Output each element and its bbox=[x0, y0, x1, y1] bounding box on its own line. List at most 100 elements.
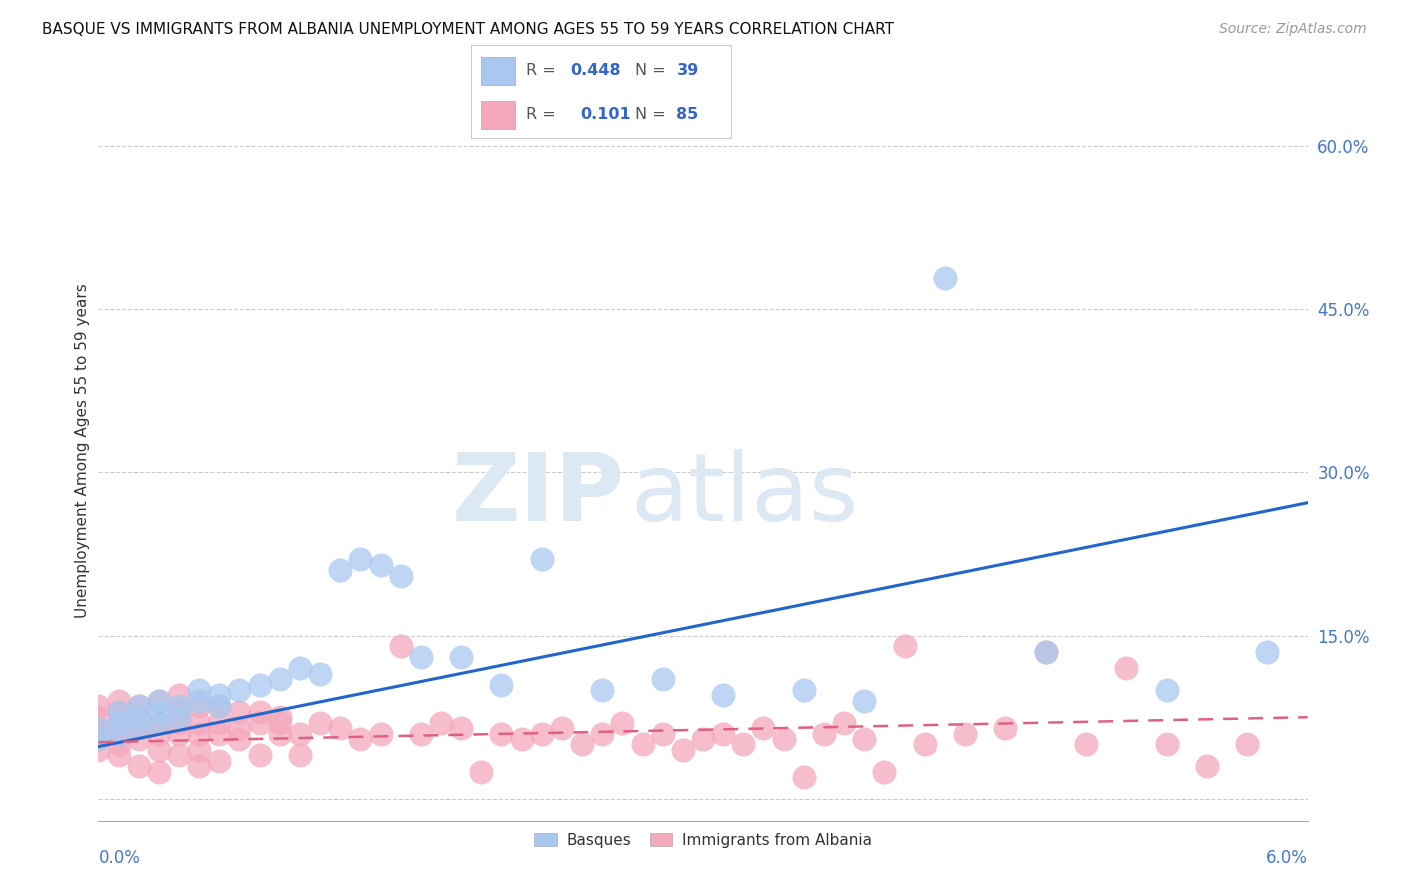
Text: N =: N = bbox=[636, 107, 671, 122]
Text: Source: ZipAtlas.com: Source: ZipAtlas.com bbox=[1219, 22, 1367, 37]
Text: 6.0%: 6.0% bbox=[1265, 849, 1308, 867]
Point bbox=[591, 683, 613, 698]
Point bbox=[87, 699, 110, 714]
Point bbox=[167, 726, 190, 740]
Text: R =: R = bbox=[526, 63, 561, 78]
Point bbox=[188, 726, 211, 740]
Point bbox=[672, 743, 695, 757]
Point bbox=[1035, 645, 1057, 659]
Point bbox=[128, 759, 150, 773]
Point bbox=[309, 666, 332, 681]
Text: 0.448: 0.448 bbox=[569, 63, 620, 78]
Point bbox=[491, 677, 513, 691]
Point bbox=[1035, 645, 1057, 659]
Point bbox=[1074, 738, 1097, 752]
Point bbox=[188, 743, 211, 757]
Point bbox=[208, 699, 231, 714]
Point bbox=[228, 683, 250, 698]
Point bbox=[107, 705, 129, 719]
Point bbox=[450, 650, 472, 665]
Point bbox=[1236, 738, 1258, 752]
Point bbox=[107, 748, 129, 763]
Point bbox=[128, 710, 150, 724]
Point bbox=[853, 731, 876, 746]
Point bbox=[591, 726, 613, 740]
Point bbox=[470, 764, 492, 779]
FancyBboxPatch shape bbox=[481, 57, 515, 85]
Text: 85: 85 bbox=[676, 107, 699, 122]
Point bbox=[873, 764, 896, 779]
Point bbox=[128, 699, 150, 714]
Point bbox=[107, 715, 129, 730]
Point bbox=[409, 726, 432, 740]
Point bbox=[148, 743, 170, 757]
Point bbox=[208, 699, 231, 714]
Point bbox=[87, 731, 110, 746]
Point bbox=[813, 726, 835, 740]
Point bbox=[167, 705, 190, 719]
Point bbox=[491, 726, 513, 740]
Point bbox=[733, 738, 755, 752]
Point bbox=[994, 721, 1017, 735]
Point bbox=[128, 721, 150, 735]
Text: 0.0%: 0.0% bbox=[98, 849, 141, 867]
Point bbox=[269, 710, 291, 724]
Point bbox=[188, 683, 211, 698]
Point bbox=[510, 731, 533, 746]
Text: BASQUE VS IMMIGRANTS FROM ALBANIA UNEMPLOYMENT AMONG AGES 55 TO 59 YEARS CORRELA: BASQUE VS IMMIGRANTS FROM ALBANIA UNEMPL… bbox=[42, 22, 894, 37]
Point bbox=[612, 715, 634, 730]
Point bbox=[934, 271, 956, 285]
Point bbox=[107, 726, 129, 740]
Legend: Basques, Immigrants from Albania: Basques, Immigrants from Albania bbox=[529, 826, 877, 854]
Point bbox=[228, 731, 250, 746]
Point bbox=[551, 721, 574, 735]
Point bbox=[752, 721, 775, 735]
Point bbox=[167, 710, 190, 724]
Point bbox=[269, 726, 291, 740]
Point bbox=[228, 705, 250, 719]
Point bbox=[853, 694, 876, 708]
Point bbox=[1156, 683, 1178, 698]
Point bbox=[370, 726, 392, 740]
Y-axis label: Unemployment Among Ages 55 to 59 years: Unemployment Among Ages 55 to 59 years bbox=[75, 283, 90, 618]
Text: ZIP: ZIP bbox=[451, 449, 624, 541]
Point bbox=[530, 552, 553, 566]
Point bbox=[450, 721, 472, 735]
Point bbox=[914, 738, 936, 752]
Point bbox=[188, 699, 211, 714]
Point bbox=[711, 689, 734, 703]
Point bbox=[793, 770, 815, 784]
Point bbox=[107, 705, 129, 719]
Text: N =: N = bbox=[636, 63, 671, 78]
Point bbox=[208, 754, 231, 768]
Point bbox=[87, 721, 110, 735]
Point bbox=[288, 661, 311, 675]
Point bbox=[389, 640, 412, 654]
Point bbox=[329, 721, 352, 735]
Point bbox=[128, 731, 150, 746]
Point bbox=[711, 726, 734, 740]
Point bbox=[87, 721, 110, 735]
Point bbox=[148, 694, 170, 708]
Point bbox=[208, 689, 231, 703]
Point bbox=[249, 748, 271, 763]
Point bbox=[832, 715, 855, 730]
Point bbox=[249, 677, 271, 691]
Point bbox=[651, 726, 673, 740]
Point bbox=[370, 558, 392, 572]
Point bbox=[107, 694, 129, 708]
Point bbox=[329, 563, 352, 577]
Point bbox=[953, 726, 976, 740]
Point bbox=[167, 715, 190, 730]
Point bbox=[148, 726, 170, 740]
Point bbox=[631, 738, 654, 752]
Point bbox=[208, 726, 231, 740]
Text: 39: 39 bbox=[676, 63, 699, 78]
Point bbox=[148, 694, 170, 708]
Point bbox=[692, 731, 714, 746]
Point bbox=[148, 715, 170, 730]
Text: 0.101: 0.101 bbox=[581, 107, 631, 122]
Point bbox=[87, 743, 110, 757]
Point bbox=[1115, 661, 1137, 675]
Text: R =: R = bbox=[526, 107, 565, 122]
